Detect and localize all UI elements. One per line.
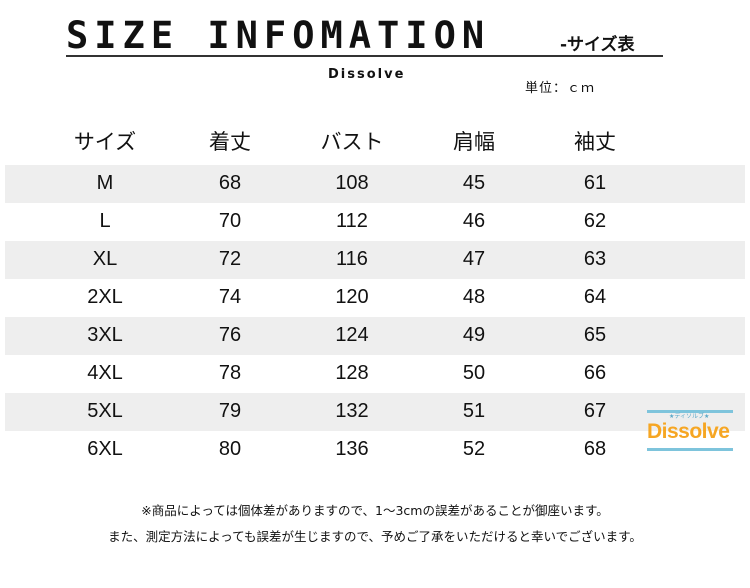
cell-sleeve: 65 xyxy=(583,324,607,346)
cell-length: 74 xyxy=(218,286,242,308)
logo-bar xyxy=(647,410,733,413)
cell-shoulder: 45 xyxy=(462,172,486,194)
cell-size: M xyxy=(96,172,114,194)
cell-length: 79 xyxy=(218,400,242,422)
column-header-length: 着丈 xyxy=(209,130,251,154)
table-row: 2XL 74 120 48 64 xyxy=(5,279,745,317)
cell-bust: 108 xyxy=(335,172,369,194)
table-row: XL 72 116 47 63 xyxy=(5,241,745,279)
cell-shoulder: 46 xyxy=(462,210,486,232)
cell-bust: 116 xyxy=(336,248,368,270)
column-header-size: サイズ xyxy=(73,130,137,154)
cell-shoulder: 52 xyxy=(462,438,486,460)
title-divider xyxy=(66,55,663,57)
cell-size: 3XL xyxy=(87,324,123,346)
column-header-bust: バスト xyxy=(320,130,384,154)
cell-size: 6XL xyxy=(87,438,123,460)
cell-sleeve: 67 xyxy=(583,400,607,422)
cell-sleeve: 66 xyxy=(583,362,607,384)
cell-length: 78 xyxy=(218,362,242,384)
cell-size: L xyxy=(99,210,111,232)
cell-size: 4XL xyxy=(87,362,123,384)
column-header-sleeve: 袖丈 xyxy=(574,130,616,154)
table-row: L 70 112 46 62 xyxy=(5,203,745,241)
table-row: 5XL 79 132 51 67 xyxy=(5,393,745,431)
cell-sleeve: 68 xyxy=(583,438,607,460)
cell-length: 70 xyxy=(218,210,242,232)
cell-bust: 128 xyxy=(335,362,369,384)
cell-sleeve: 64 xyxy=(583,286,607,308)
cell-size: 5XL xyxy=(87,400,123,422)
cell-bust: 112 xyxy=(336,210,368,232)
cell-shoulder: 48 xyxy=(462,286,486,308)
cell-bust: 124 xyxy=(335,324,369,346)
table-row: 4XL 78 128 50 66 xyxy=(5,355,745,393)
cell-bust: 132 xyxy=(335,400,369,422)
cell-size: XL xyxy=(92,248,118,270)
page-title: SIZE INFOMATION xyxy=(66,14,491,57)
cell-shoulder: 51 xyxy=(462,400,486,422)
cell-sleeve: 62 xyxy=(583,210,607,232)
brand-name: Dissolve xyxy=(328,67,406,82)
brand-logo: ★ディソルブ★ Dissolve xyxy=(645,410,741,454)
table-row: M 68 108 45 61 xyxy=(5,165,745,203)
note-line-1: ※商品によっては個体差がありますので、1～3cmの誤差があることが御座います。 xyxy=(141,503,609,518)
cell-length: 76 xyxy=(218,324,242,346)
cell-shoulder: 50 xyxy=(462,362,486,384)
column-header-shoulder: 肩幅 xyxy=(453,130,495,154)
cell-size: 2XL xyxy=(87,286,123,308)
cell-bust: 120 xyxy=(335,286,369,308)
page-subtitle: -サイズ表 xyxy=(560,35,635,55)
cell-length: 72 xyxy=(218,248,242,270)
note-line-2: また、測定方法によっても誤差が生じますので、予めご了承をいただけると幸いでござい… xyxy=(108,529,642,544)
unit-label: 単位：ｃｍ xyxy=(525,81,596,96)
logo-small-text: ★ディソルブ★ xyxy=(669,413,710,420)
table-row: 6XL 80 136 52 68 xyxy=(5,431,745,469)
cell-length: 80 xyxy=(218,438,242,460)
cell-shoulder: 47 xyxy=(462,248,486,270)
logo-text: Dissolve xyxy=(647,420,730,443)
table-row: 3XL 76 124 49 65 xyxy=(5,317,745,355)
cell-sleeve: 61 xyxy=(583,172,607,194)
cell-length: 68 xyxy=(218,172,242,194)
logo-bar xyxy=(647,448,733,451)
cell-bust: 136 xyxy=(335,438,369,460)
cell-shoulder: 49 xyxy=(462,324,486,346)
cell-sleeve: 63 xyxy=(583,248,607,270)
